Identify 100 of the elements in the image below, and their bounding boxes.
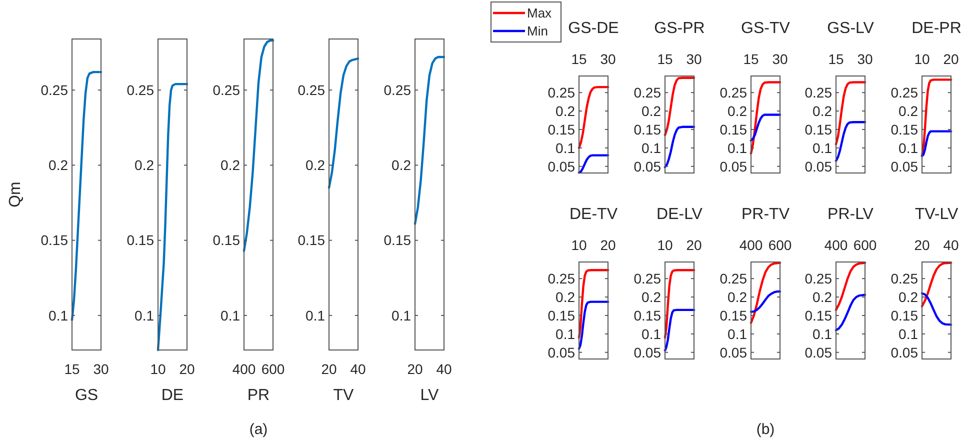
y-tick-label: 0.1 xyxy=(812,140,832,156)
x-tick-label: 20 xyxy=(321,361,337,377)
y-tick-label: 0.15 xyxy=(634,121,662,138)
y-tick-label: 0.1 xyxy=(898,326,918,342)
x-axis-title: GS xyxy=(74,387,98,404)
chart-title: DE-PR xyxy=(912,20,962,37)
y-tick-label: 0.25 xyxy=(804,84,832,100)
x-tick-label: 20 xyxy=(179,361,195,377)
chart-title: PR-TV xyxy=(742,206,790,223)
y-tick-label: 0.2 xyxy=(812,102,832,119)
y-tick-label: 0.15 xyxy=(212,232,240,248)
y-tick-label: 0.15 xyxy=(126,232,154,248)
line-series xyxy=(834,294,866,332)
y-tick-label: 0.2 xyxy=(220,157,240,174)
y-tick-label: 0.25 xyxy=(720,270,748,286)
y-tick-label: 0.05 xyxy=(804,158,832,174)
x-tick-label: 15 xyxy=(64,361,80,377)
x-tick-label: 30 xyxy=(93,361,109,377)
y-tick-label: 0.25 xyxy=(126,82,154,98)
y-tick-label: 0.2 xyxy=(392,157,412,174)
y-tick-label: 0.2 xyxy=(728,102,748,119)
y-tick-label: 0.15 xyxy=(548,307,576,324)
x-axis-title: TV xyxy=(333,387,354,404)
line-series xyxy=(750,262,782,324)
y-axis-title: Qm xyxy=(7,182,24,208)
x-tick-label: 10 xyxy=(657,237,673,253)
chart-title: GS-DE xyxy=(568,20,619,37)
x-tick-label: 20 xyxy=(914,237,930,253)
legend-label: Max xyxy=(527,6,552,21)
y-tick-label: 0.25 xyxy=(298,82,326,98)
line-series xyxy=(328,57,360,189)
y-tick-label: 0.05 xyxy=(890,344,918,360)
x-tick-label: 10 xyxy=(914,51,930,67)
y-tick-label: 0.15 xyxy=(384,232,412,248)
text: (b) xyxy=(756,421,775,438)
line-series xyxy=(664,308,696,352)
y-tick-label: 0.1 xyxy=(642,326,662,342)
line-series xyxy=(750,81,782,155)
x-tick-label: 600 xyxy=(853,237,877,253)
x-tick-label: 400 xyxy=(824,237,848,253)
x-tick-label: 600 xyxy=(768,237,792,253)
y-tick-label: 0.15 xyxy=(720,121,748,138)
chart-title: GS-LV xyxy=(827,20,874,37)
y-tick-label: 0.25 xyxy=(384,82,412,98)
y-tick-label: 0.25 xyxy=(720,84,748,100)
line-series xyxy=(920,130,952,158)
x-tick-label: 400 xyxy=(739,237,763,253)
y-tick-label: 0.25 xyxy=(212,82,240,98)
y-tick-label: 0.1 xyxy=(556,326,576,342)
x-tick-label: 40 xyxy=(350,361,366,377)
legend-label: Min xyxy=(527,24,548,39)
x-tick-label: 20 xyxy=(943,51,959,67)
y-tick-label: 0.1 xyxy=(134,307,154,324)
line-series xyxy=(664,76,696,136)
line-series xyxy=(70,70,102,322)
x-tick-label: 15 xyxy=(657,51,673,67)
y-tick-label: 0.1 xyxy=(728,140,748,156)
line-series xyxy=(156,82,188,352)
y-tick-label: 0.2 xyxy=(134,157,154,174)
y-tick-label: 0.05 xyxy=(720,344,748,360)
x-tick-label: 15 xyxy=(743,51,759,67)
chart-title: TV-LV xyxy=(914,206,958,223)
y-tick-label: 0.25 xyxy=(634,270,662,286)
y-tick-label: 0.1 xyxy=(392,307,412,324)
y-tick-label: 0.15 xyxy=(804,121,832,138)
y-tick-label: 0.1 xyxy=(812,326,832,342)
y-tick-label: 0.15 xyxy=(720,307,748,324)
line-series xyxy=(578,154,610,174)
line-series xyxy=(920,78,952,156)
x-tick-label: 30 xyxy=(686,51,702,67)
y-tick-label: 0.05 xyxy=(634,344,662,360)
y-tick-label: 0.25 xyxy=(804,270,832,286)
y-tick-label: 0.05 xyxy=(890,158,918,174)
line-series xyxy=(664,269,696,339)
line-series xyxy=(664,126,696,168)
x-tick-label: 20 xyxy=(407,361,423,377)
chart-title: DE-LV xyxy=(656,206,703,223)
y-tick-label: 0.2 xyxy=(898,288,918,305)
line-series xyxy=(920,292,952,326)
y-tick-label: 0.15 xyxy=(40,232,68,248)
line-series xyxy=(578,269,610,339)
y-tick-label: 0.2 xyxy=(48,157,68,174)
y-tick-label: 0.05 xyxy=(634,158,662,174)
chart-title: DE-TV xyxy=(570,206,618,223)
y-tick-label: 0.15 xyxy=(548,121,576,138)
y-tick-label: 0.1 xyxy=(220,307,240,324)
y-tick-label: 0.15 xyxy=(804,307,832,324)
y-tick-label: 0.1 xyxy=(728,326,748,342)
x-tick-label: 20 xyxy=(686,237,702,253)
y-tick-label: 0.05 xyxy=(720,158,748,174)
line-series xyxy=(750,114,782,142)
y-tick-label: 0.2 xyxy=(728,288,748,305)
line-series xyxy=(750,290,782,313)
line-series xyxy=(920,262,952,308)
y-tick-label: 0.05 xyxy=(804,344,832,360)
y-tick-label: 0.25 xyxy=(890,270,918,286)
y-tick-label: 0.25 xyxy=(548,84,576,100)
y-tick-label: 0.1 xyxy=(48,307,68,324)
line-series xyxy=(834,262,866,312)
x-tick-label: 600 xyxy=(261,361,285,377)
